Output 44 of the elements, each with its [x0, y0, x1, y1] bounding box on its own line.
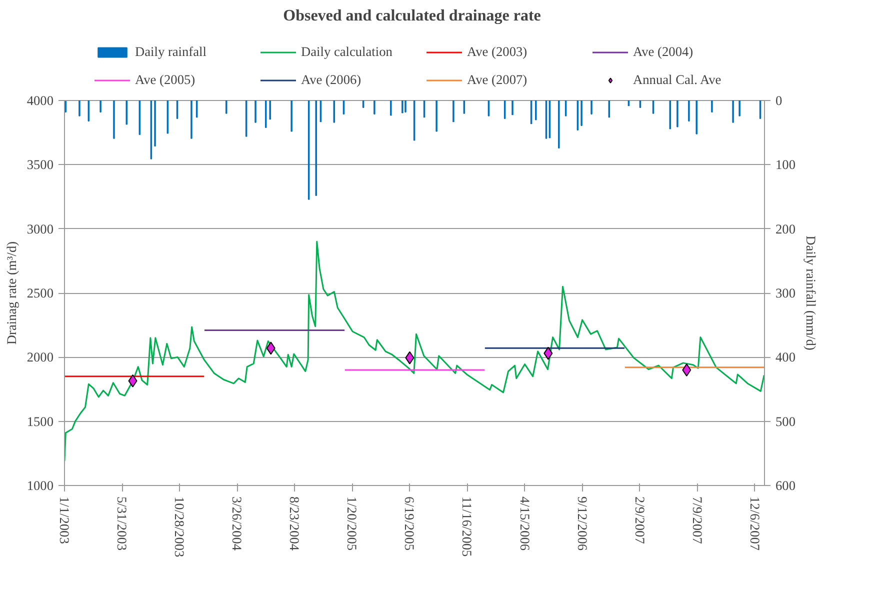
x-tick-label: 1/1/2003	[57, 496, 72, 544]
legend-label: Ave (2006)	[301, 72, 362, 88]
y2-axis-title: Daily rainfall (mm/d)	[803, 236, 818, 350]
x-tick-label: 9/12/2006	[574, 496, 590, 551]
y2-tick-label: 200	[776, 221, 796, 236]
legend-label: Ave (2003)	[467, 44, 528, 60]
chart-title: Obseved and calculated drainage rate	[283, 8, 541, 24]
x-tick-label: 3/26/2004	[230, 496, 245, 551]
y-tick-label: 1000	[26, 478, 54, 493]
y-tick-label: 1500	[26, 414, 54, 429]
x-tick-label: 4/15/2006	[517, 496, 532, 551]
y2-tick-label: 500	[776, 414, 796, 429]
legend-label: Daily calculation	[301, 44, 394, 60]
x-tick-label: 5/31/2003	[114, 496, 130, 551]
point	[544, 346, 553, 360]
y2-tick-label: 300	[776, 286, 796, 300]
legend-label: Daily rainfall	[135, 44, 208, 60]
y-tick-label: 4000	[26, 93, 54, 108]
y2-tick-label: 100	[776, 157, 796, 172]
y-tick-label: 3000	[26, 221, 54, 236]
point	[682, 364, 692, 376]
legend-label: Annual Cal. Ave	[633, 72, 722, 88]
y2-tick-label: 0	[776, 93, 782, 108]
legend-label: Ave (2004)	[633, 44, 694, 60]
x-tick-label: 2/9/2007	[632, 496, 648, 544]
legend-label: Ave (2005)	[135, 72, 196, 88]
point	[128, 374, 138, 388]
x-tick-label: 12/6/2007	[747, 496, 762, 551]
x-tick-label: 6/19/2005	[402, 496, 418, 551]
x-tick-label: 10/28/2003	[172, 496, 188, 558]
y-tick-label: 2000	[26, 350, 54, 365]
y-tick-label: 2500	[26, 286, 54, 300]
point	[266, 342, 276, 355]
y2-tick-label: 400	[776, 350, 796, 365]
line-series	[64, 240, 764, 462]
y-axis-title: Drainag rate (m³/d)	[4, 241, 19, 345]
x-tick-label: 11/16/2005	[460, 496, 475, 558]
y-tick-label: 3500	[26, 157, 54, 172]
x-tick-label: 8/23/2004	[287, 496, 302, 551]
x-tick-label: 1/20/2005	[344, 496, 360, 551]
y2-tick-label: 600	[776, 478, 796, 493]
legend-label: Ave (2007)	[467, 72, 528, 88]
x-tick-label: 7/9/2007	[690, 496, 705, 544]
point	[405, 351, 414, 364]
